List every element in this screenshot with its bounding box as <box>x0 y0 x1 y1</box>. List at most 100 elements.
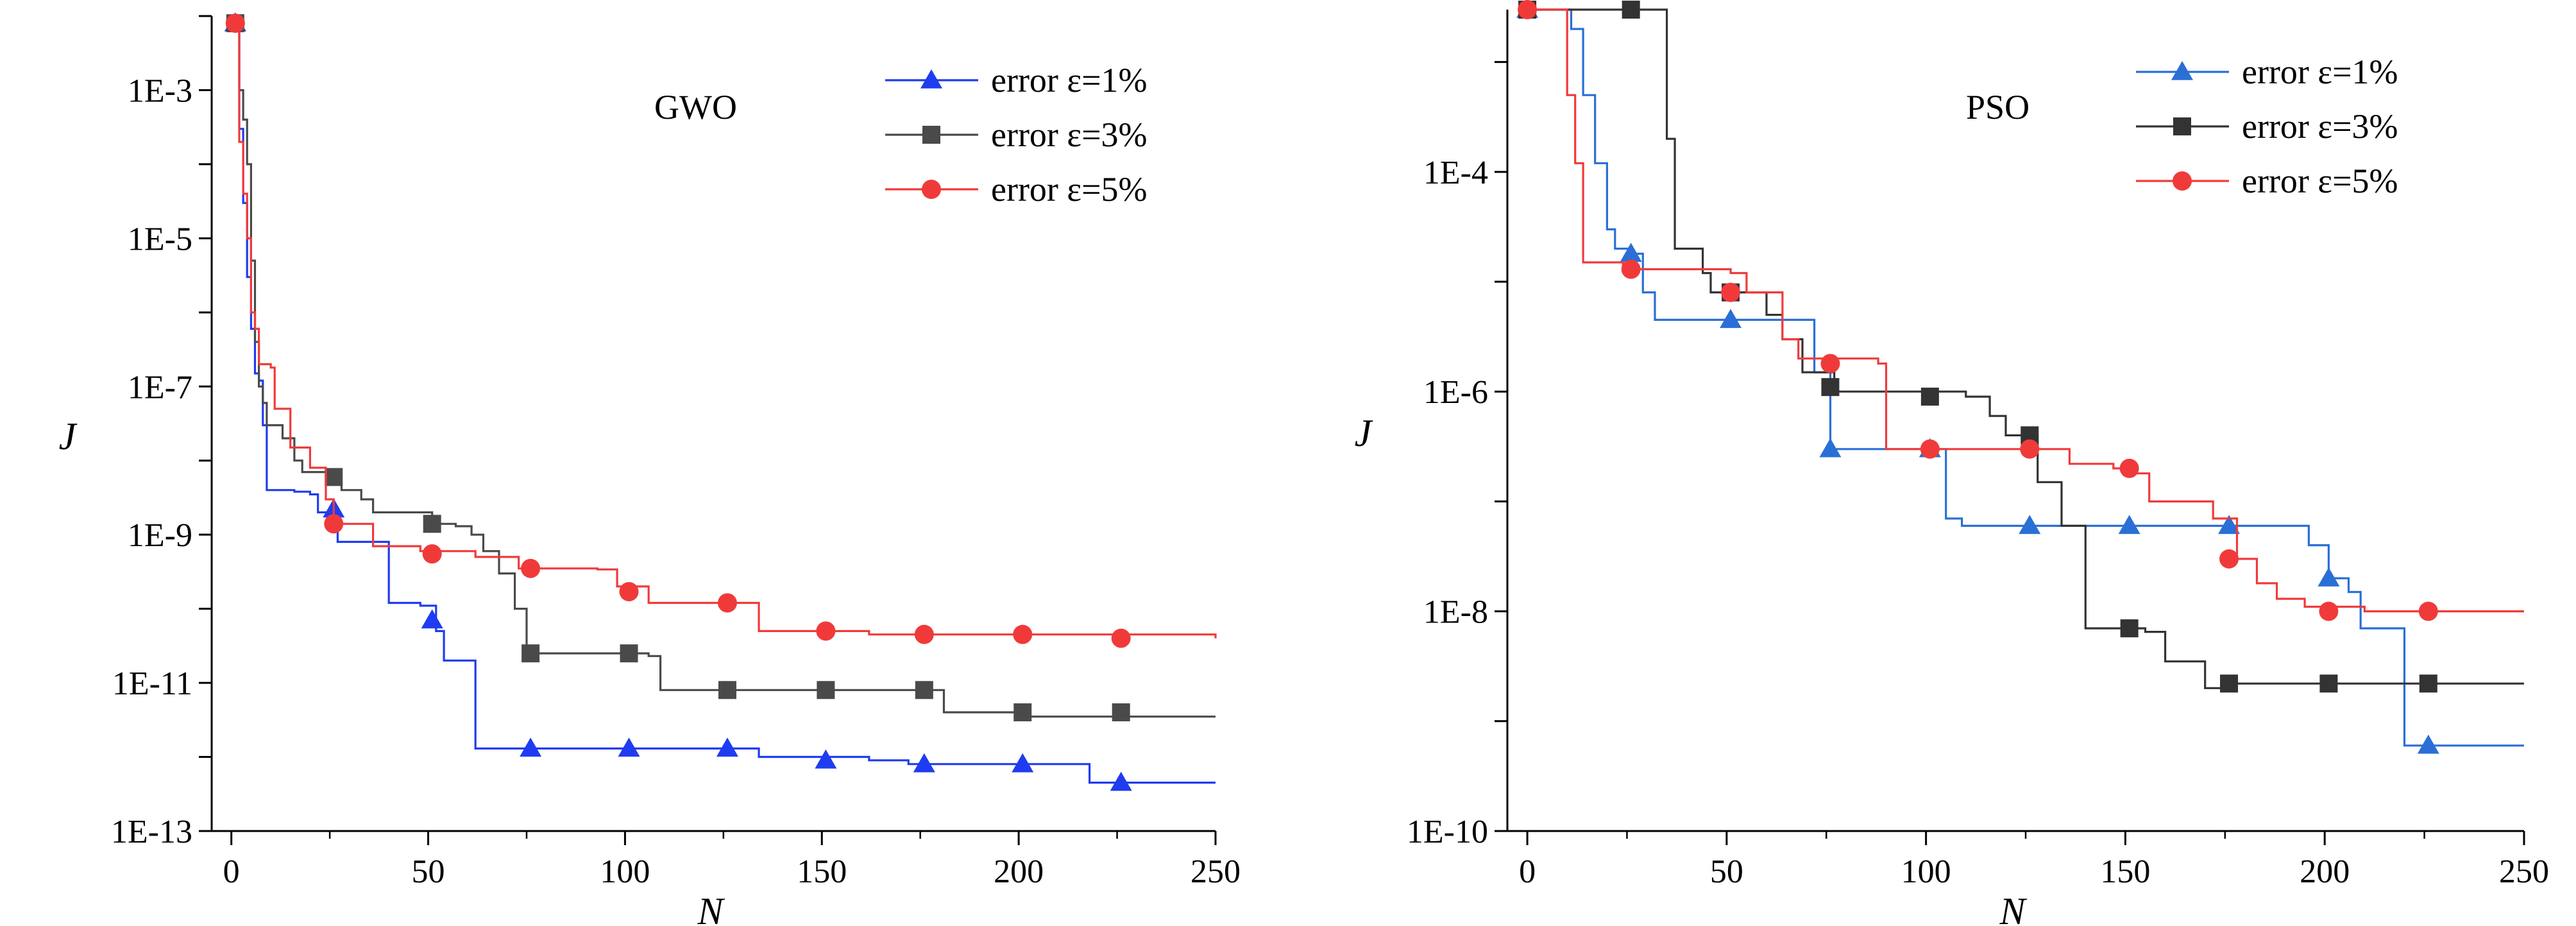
series-2-marker-9 <box>1013 703 1032 722</box>
legend-label-2: error ε=3% <box>2242 107 2398 146</box>
legend-marker-1 <box>2171 61 2193 80</box>
series-2-marker-10 <box>2419 674 2437 693</box>
y-tick-label: 1E-7 <box>128 369 192 406</box>
x-tick-label: 0 <box>1519 853 1536 890</box>
series-2-marker-4 <box>1821 378 1840 397</box>
series-line-2 <box>1527 8 2524 689</box>
series-3-marker-9 <box>2319 601 2339 621</box>
series-1-marker-8 <box>913 753 935 773</box>
y-tick-label: 1E-5 <box>128 221 192 257</box>
y-tick-label: 1E-13 <box>111 814 192 850</box>
y-tick-label: 1E-10 <box>1407 814 1488 850</box>
series-3-marker-1 <box>1518 0 1538 19</box>
series-2-marker-8 <box>915 681 933 699</box>
y-tick-label: 1E-6 <box>1423 374 1488 411</box>
series-3-marker-8 <box>2219 549 2239 569</box>
series-3-marker-3 <box>422 544 442 564</box>
y-axis-title: J <box>1355 412 1373 454</box>
legend-marker-1 <box>920 69 942 89</box>
series-2-marker-7 <box>2120 619 2139 638</box>
series-2-marker-4 <box>521 644 540 663</box>
series-1-marker-7 <box>815 749 837 769</box>
series-3-marker-6 <box>717 593 737 613</box>
y-tick-label: 1E-4 <box>1423 155 1488 191</box>
y-axis-title: J <box>59 415 78 458</box>
series-1-marker-8 <box>2218 515 2241 535</box>
x-tick-label: 100 <box>1901 853 1951 890</box>
series-3-marker-5 <box>1920 439 1940 459</box>
series-3-marker-2 <box>324 514 344 534</box>
series-1-marker-9 <box>2318 567 2340 587</box>
chart-pso-axes: 0 50 100 150 200 250 1E-10 1E-8 1E-6 1E-4 N J <box>1355 10 2549 926</box>
legend-marker-2 <box>2173 117 2191 135</box>
series-1-marker-10 <box>2417 734 2439 754</box>
series-3-marker-9 <box>1013 624 1033 644</box>
series-2-marker-8 <box>2220 674 2239 693</box>
legend-label-1: error ε=1% <box>2242 53 2398 91</box>
series-1-marker-6 <box>2019 515 2041 535</box>
chart-gwo: 0 50 100 150 200 250 1E-13 1E-11 1E-9 1E-7 1E-5 1E-… <box>59 12 1241 926</box>
series-3-marker-8 <box>914 624 934 644</box>
legend-label-2: error ε=3% <box>991 116 1148 154</box>
series-1-marker-9 <box>1012 753 1034 773</box>
series-1-marker-2 <box>1620 243 1642 262</box>
series-1-marker-4 <box>520 737 542 757</box>
y-tick-label: 1E-3 <box>128 73 192 109</box>
series-3-marker-4 <box>1820 354 1840 373</box>
series-2-marker-5 <box>620 644 638 663</box>
series-line-3 <box>235 22 1217 639</box>
legend-label-3: error ε=5% <box>991 170 1148 209</box>
series-2-marker-6 <box>718 681 736 699</box>
x-axis-title: N <box>1999 890 2027 926</box>
series-3-marker-10 <box>2418 601 2438 621</box>
series-1-marker-6 <box>716 737 738 757</box>
chart-pso-legend: error ε=1% error ε=3% error ε=5% <box>2136 53 2398 200</box>
series-1-marker-3 <box>1720 309 1742 329</box>
legend-label-1: error ε=1% <box>991 61 1148 99</box>
y-tick-label: 1E-11 <box>112 665 192 702</box>
series-3-marker-3 <box>1721 282 1741 302</box>
series-3-marker-1 <box>225 13 245 33</box>
legend-marker-3 <box>2173 171 2192 191</box>
legend-label-3: error ε=5% <box>2242 162 2398 200</box>
series-1-marker-10 <box>1110 771 1132 791</box>
series-2-marker-10 <box>1112 703 1130 722</box>
series-line-2 <box>235 22 1216 718</box>
series-2-marker-2 <box>325 468 343 486</box>
series-1-marker-7 <box>2118 515 2140 535</box>
chart-pso: 0 50 100 150 200 250 1E-10 1E-8 1E-6 1E-4 N J PSO e… <box>1355 0 2549 926</box>
series-2-marker-7 <box>817 681 835 699</box>
series-1-marker-4 <box>1819 438 1842 458</box>
legend-marker-3 <box>922 180 941 199</box>
x-tick-label: 250 <box>1191 853 1241 890</box>
chart-gwo-axes: 0 50 100 150 200 250 1E-13 1E-11 1E-9 1E-7 1E-5 1E-… <box>59 15 1241 926</box>
chart-pso-annotation: PSO <box>1966 88 2029 126</box>
x-tick-label: 250 <box>2499 853 2549 890</box>
x-tick-label: 200 <box>2300 853 2350 890</box>
series-3-marker-4 <box>521 558 541 578</box>
series-2-marker-9 <box>2319 674 2338 693</box>
x-tick-label: 0 <box>223 853 240 890</box>
series-2-marker-2 <box>1622 1 1640 19</box>
series-2-marker-5 <box>1920 388 1939 406</box>
y-tick-label: 1E-9 <box>128 517 192 554</box>
series-2-marker-3 <box>423 515 441 533</box>
x-tick-label: 50 <box>412 853 445 890</box>
series-1-marker-3 <box>421 609 443 629</box>
series-3-marker-7 <box>2119 458 2139 478</box>
x-tick-label: 150 <box>2100 853 2150 890</box>
series-3-marker-7 <box>816 621 836 641</box>
chart-gwo-series <box>224 12 1217 791</box>
series-3-marker-10 <box>1111 628 1131 648</box>
series-3-marker-5 <box>619 582 639 602</box>
x-tick-label: 150 <box>797 853 847 890</box>
chart-gwo-legend: error ε=1% error ε=3% error ε=5% <box>885 61 1148 209</box>
chart-gwo-annotation: GWO <box>654 88 737 126</box>
x-tick-label: 100 <box>600 853 650 890</box>
x-tick-label: 200 <box>994 853 1044 890</box>
chart-pso-series <box>1516 0 2524 754</box>
series-1-marker-5 <box>618 737 640 757</box>
series-3-marker-6 <box>2020 439 2040 459</box>
y-tick-label: 1E-8 <box>1423 594 1488 631</box>
